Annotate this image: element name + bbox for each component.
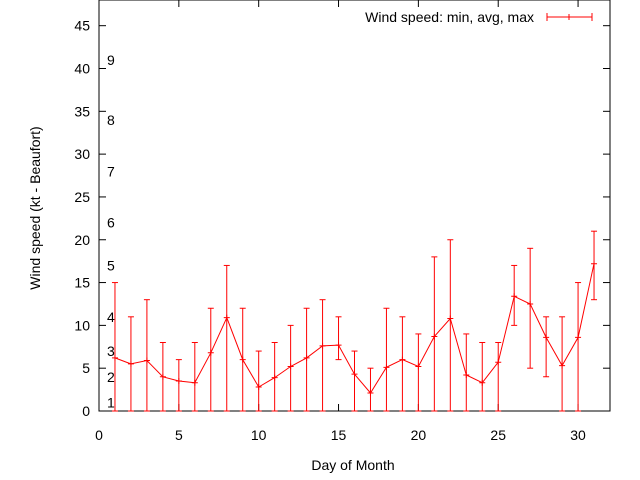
error-bars	[111, 230, 598, 412]
error-bar	[367, 367, 374, 412]
x-tick-label: 0	[95, 427, 103, 443]
beaufort-label: 5	[107, 257, 115, 273]
average-point	[143, 357, 150, 364]
legend-sample-line	[546, 13, 593, 21]
error-bar	[351, 350, 358, 412]
error-bar	[543, 316, 550, 378]
legend-label: Wind speed: min, avg, max	[365, 9, 534, 25]
average-point	[463, 372, 470, 379]
x-tick-label: 5	[175, 427, 183, 443]
average-point	[319, 342, 326, 349]
x-tick-label: 25	[490, 427, 506, 443]
beaufort-labels: 1 2 3 4 5 6 7 8 9	[107, 52, 115, 411]
error-bar	[335, 316, 342, 361]
error-bar	[191, 342, 198, 412]
beaufort-label: 4	[107, 309, 115, 325]
beaufort-label: 3	[107, 343, 115, 359]
error-bar	[415, 333, 422, 412]
average-point	[495, 359, 502, 366]
beaufort-label: 9	[107, 52, 115, 68]
average-point	[431, 333, 438, 340]
average-point	[591, 260, 598, 267]
y-tick-label: 40	[74, 61, 90, 77]
average-point	[335, 342, 342, 349]
y-tick-label: 10	[74, 317, 90, 333]
error-bar	[111, 282, 118, 412]
error-bar	[527, 247, 534, 369]
y-tick-label: 30	[74, 146, 90, 162]
average-point	[559, 362, 566, 369]
y-tick-label: 35	[74, 103, 90, 119]
average-point	[191, 379, 198, 386]
y-tick-label: 15	[74, 275, 90, 291]
average-point	[415, 363, 422, 370]
average-point	[287, 363, 294, 370]
beaufort-label: 2	[107, 369, 115, 385]
average-point	[207, 349, 214, 356]
error-bar	[319, 299, 326, 412]
y-tick-label: 45	[74, 18, 90, 34]
x-axis-ticks: 0 5 10 15 20 25 30	[95, 0, 586, 443]
error-bar	[447, 239, 454, 412]
average-point	[159, 373, 166, 380]
error-bar	[495, 342, 502, 412]
error-bar	[143, 299, 150, 412]
average-point	[351, 371, 358, 378]
average-point	[111, 354, 118, 361]
y-tick-label: 25	[74, 189, 90, 205]
beaufort-label: 8	[107, 112, 115, 128]
average-point	[303, 354, 310, 361]
x-axis-label: Day of Month	[311, 457, 394, 473]
beaufort-label: 7	[107, 163, 115, 179]
average-point	[255, 384, 262, 391]
beaufort-label: 1	[107, 394, 115, 410]
average-point	[223, 314, 230, 321]
average-point	[479, 379, 486, 386]
average-point	[399, 356, 406, 363]
error-bar	[175, 359, 182, 412]
y-tick-label: 20	[74, 232, 90, 248]
average-point	[271, 374, 278, 381]
average-point	[367, 390, 374, 397]
average-point	[383, 364, 390, 371]
error-bar	[479, 342, 486, 412]
error-bar	[255, 350, 262, 412]
average-point	[239, 356, 246, 363]
x-tick-label: 10	[251, 427, 267, 443]
average-point	[527, 300, 534, 307]
x-tick-label: 30	[570, 427, 586, 443]
plot-frame	[98, 0, 611, 412]
average-point	[511, 293, 518, 300]
average-line	[111, 260, 598, 397]
x-tick-label: 15	[331, 427, 347, 443]
average-point	[175, 378, 182, 385]
y-axis-label: Wind speed (kt - Beaufort)	[27, 126, 43, 289]
y-tick-label: 5	[82, 360, 90, 376]
average-point	[575, 334, 582, 341]
error-bar	[383, 307, 390, 412]
legend: Wind speed: min, avg, max	[365, 9, 593, 25]
error-bar	[575, 282, 582, 412]
error-bar	[399, 316, 406, 412]
error-bar	[223, 264, 230, 412]
average-point	[447, 315, 454, 322]
y-tick-label: 0	[82, 403, 90, 419]
beaufort-label: 6	[107, 215, 115, 231]
error-bar	[207, 307, 214, 412]
x-tick-label: 20	[411, 427, 427, 443]
average-point	[127, 360, 134, 367]
average-point	[543, 334, 550, 341]
